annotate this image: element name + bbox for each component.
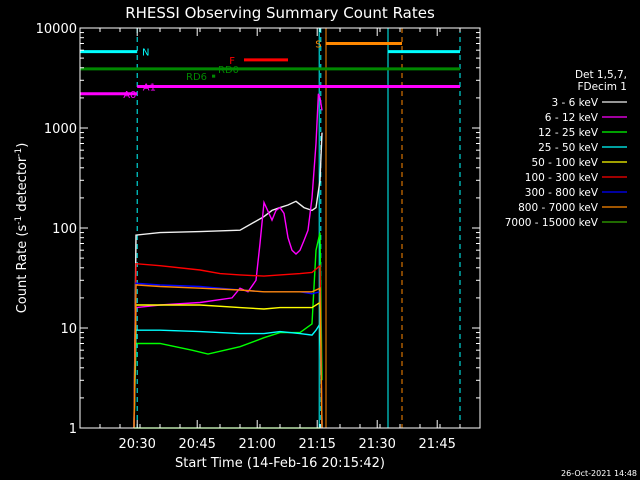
- series-line-3: [133, 321, 323, 429]
- x-tick-label-5: 21:45: [418, 437, 455, 452]
- y-tick-label-1: 10: [60, 322, 77, 337]
- legend-label-3: 25 - 50 keV: [538, 142, 599, 154]
- flag-label-rd6: RD6: [186, 72, 207, 83]
- x-axis: 20:30 20:45 21:00 21:15 21:30 21:45: [79, 28, 481, 452]
- y-axis-label-main: Count Rate (s: [15, 225, 30, 314]
- x-tick-label-4: 21:30: [358, 437, 395, 452]
- x-tick-label-2: 21:00: [238, 437, 275, 452]
- series-line-4: [133, 301, 323, 429]
- flag-label-n: N: [142, 48, 149, 59]
- series-line-1: [133, 93, 323, 429]
- legend-header-0: Det 1,5,7,: [575, 69, 627, 81]
- legend-label-0: 3 - 6 keV: [551, 97, 598, 109]
- legend-header-1: FDecim 1: [577, 81, 627, 93]
- y-axis: 1 10 100 1000 10000: [36, 22, 480, 437]
- series-line-2: [133, 232, 323, 429]
- x-tick-label-0: 20:30: [118, 437, 155, 452]
- flag-label-s: S: [315, 39, 321, 50]
- legend-label-7: 800 - 7000 keV: [518, 202, 599, 214]
- y-axis-label-mid: detector: [15, 156, 30, 216]
- y-axis-label: Count Rate (s-1 detector-1): [14, 143, 30, 314]
- legend-label-5: 100 - 300 keV: [525, 172, 599, 184]
- y-tick-label-0: 1: [69, 422, 77, 437]
- series-line-7: [133, 284, 323, 429]
- x-tick-label-1: 20:45: [178, 437, 215, 452]
- flag-label-rd0: RD0: [218, 65, 239, 76]
- timestamp: 26-Oct-2021 14:48: [561, 469, 637, 478]
- legend: Det 1,5,7,FDecim 1 3 - 6 keV 6 - 12 keV 12 …: [505, 69, 627, 229]
- series-line-5: [133, 262, 323, 429]
- y-tick-label-3: 1000: [44, 122, 77, 137]
- legend-label-4: 50 - 100 keV: [531, 157, 598, 169]
- y-tick-label-2: 100: [52, 222, 77, 237]
- x-tick-label-3: 21:15: [298, 437, 335, 452]
- legend-label-6: 300 - 800 keV: [525, 187, 599, 199]
- chart-title: RHESSI Observing Summary Count Rates: [125, 4, 435, 22]
- legend-label-2: 12 - 25 keV: [538, 127, 599, 139]
- flag-label-f: F: [229, 56, 235, 67]
- y-axis-label-sup-1: -1: [14, 216, 24, 225]
- y-axis-label-sup-2: -1: [14, 148, 24, 157]
- y-tick-label-4: 10000: [36, 22, 77, 37]
- x-axis-label: Start Time (14-Feb-16 20:15:42): [175, 456, 385, 471]
- legend-label-1: 6 - 12 keV: [545, 112, 599, 124]
- y-axis-label-end: ): [15, 143, 30, 148]
- flag-label-a0: A0: [123, 90, 136, 101]
- legend-label-8: 7000 - 15000 keV: [505, 217, 599, 229]
- flag-label-a1: A1: [143, 83, 156, 94]
